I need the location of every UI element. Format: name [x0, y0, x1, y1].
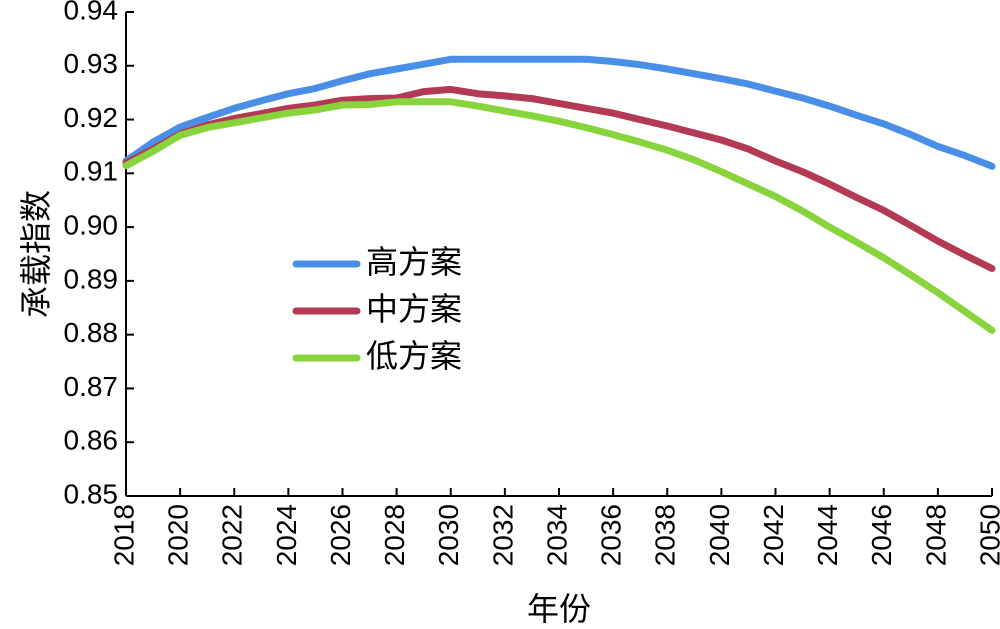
- x-tick-label: 2028: [379, 504, 410, 566]
- legend-label-3: 低方案: [366, 337, 462, 375]
- x-tick-label: 2030: [433, 504, 464, 566]
- x-tick-label: 2036: [596, 504, 627, 566]
- x-tick-label: 2032: [487, 504, 518, 566]
- y-tick-label: 0.88: [64, 317, 119, 348]
- x-tick-label: 2018: [108, 504, 139, 566]
- series-lines: [122, 55, 996, 334]
- y-tick-label: 0.85: [64, 478, 119, 509]
- x-tick-label: 2048: [920, 504, 951, 566]
- x-tick-label: 2040: [704, 504, 735, 566]
- y-axis-title: 承载指数: [17, 190, 55, 318]
- x-tick-label: 2020: [163, 504, 194, 566]
- legend-label-1: 高方案: [366, 243, 462, 281]
- y-tick-label: 0.94: [64, 0, 119, 25]
- x-tick-label: 2026: [325, 504, 356, 566]
- y-tick-label: 0.90: [64, 210, 119, 241]
- plot-axes: [125, 12, 992, 497]
- series-line-2: [122, 85, 996, 272]
- x-tick-label: 2024: [271, 504, 302, 566]
- legend-label-2: 中方案: [366, 290, 462, 328]
- x-axis-title: 年份: [527, 590, 591, 628]
- y-tick-label: 0.91: [64, 156, 119, 187]
- y-tick-label: 0.92: [64, 102, 119, 133]
- x-axis-ticks: 2018 2020 2022 2024 2026 2028 2030 2032 2034 2036…: [108, 488, 1000, 566]
- x-tick-label: 2050: [974, 504, 1000, 566]
- x-tick-label: 2044: [812, 504, 843, 566]
- y-axis-ticks: 0.85 0.86 0.87 0.88 0.89 0.90 0.91 0.92 0.93 0.94: [64, 0, 134, 509]
- x-tick-label: 2042: [758, 504, 789, 566]
- y-tick-label: 0.86: [64, 425, 119, 456]
- x-tick-label: 2034: [541, 504, 572, 566]
- y-tick-label: 0.87: [64, 371, 119, 402]
- x-tick-label: 2038: [650, 504, 681, 566]
- y-tick-label: 0.93: [64, 48, 119, 79]
- x-tick-label: 2022: [217, 504, 248, 566]
- series-line-1: [122, 55, 996, 170]
- x-tick-label: 2046: [866, 504, 897, 566]
- y-tick-label: 0.89: [64, 263, 119, 294]
- series-line-3: [122, 98, 996, 334]
